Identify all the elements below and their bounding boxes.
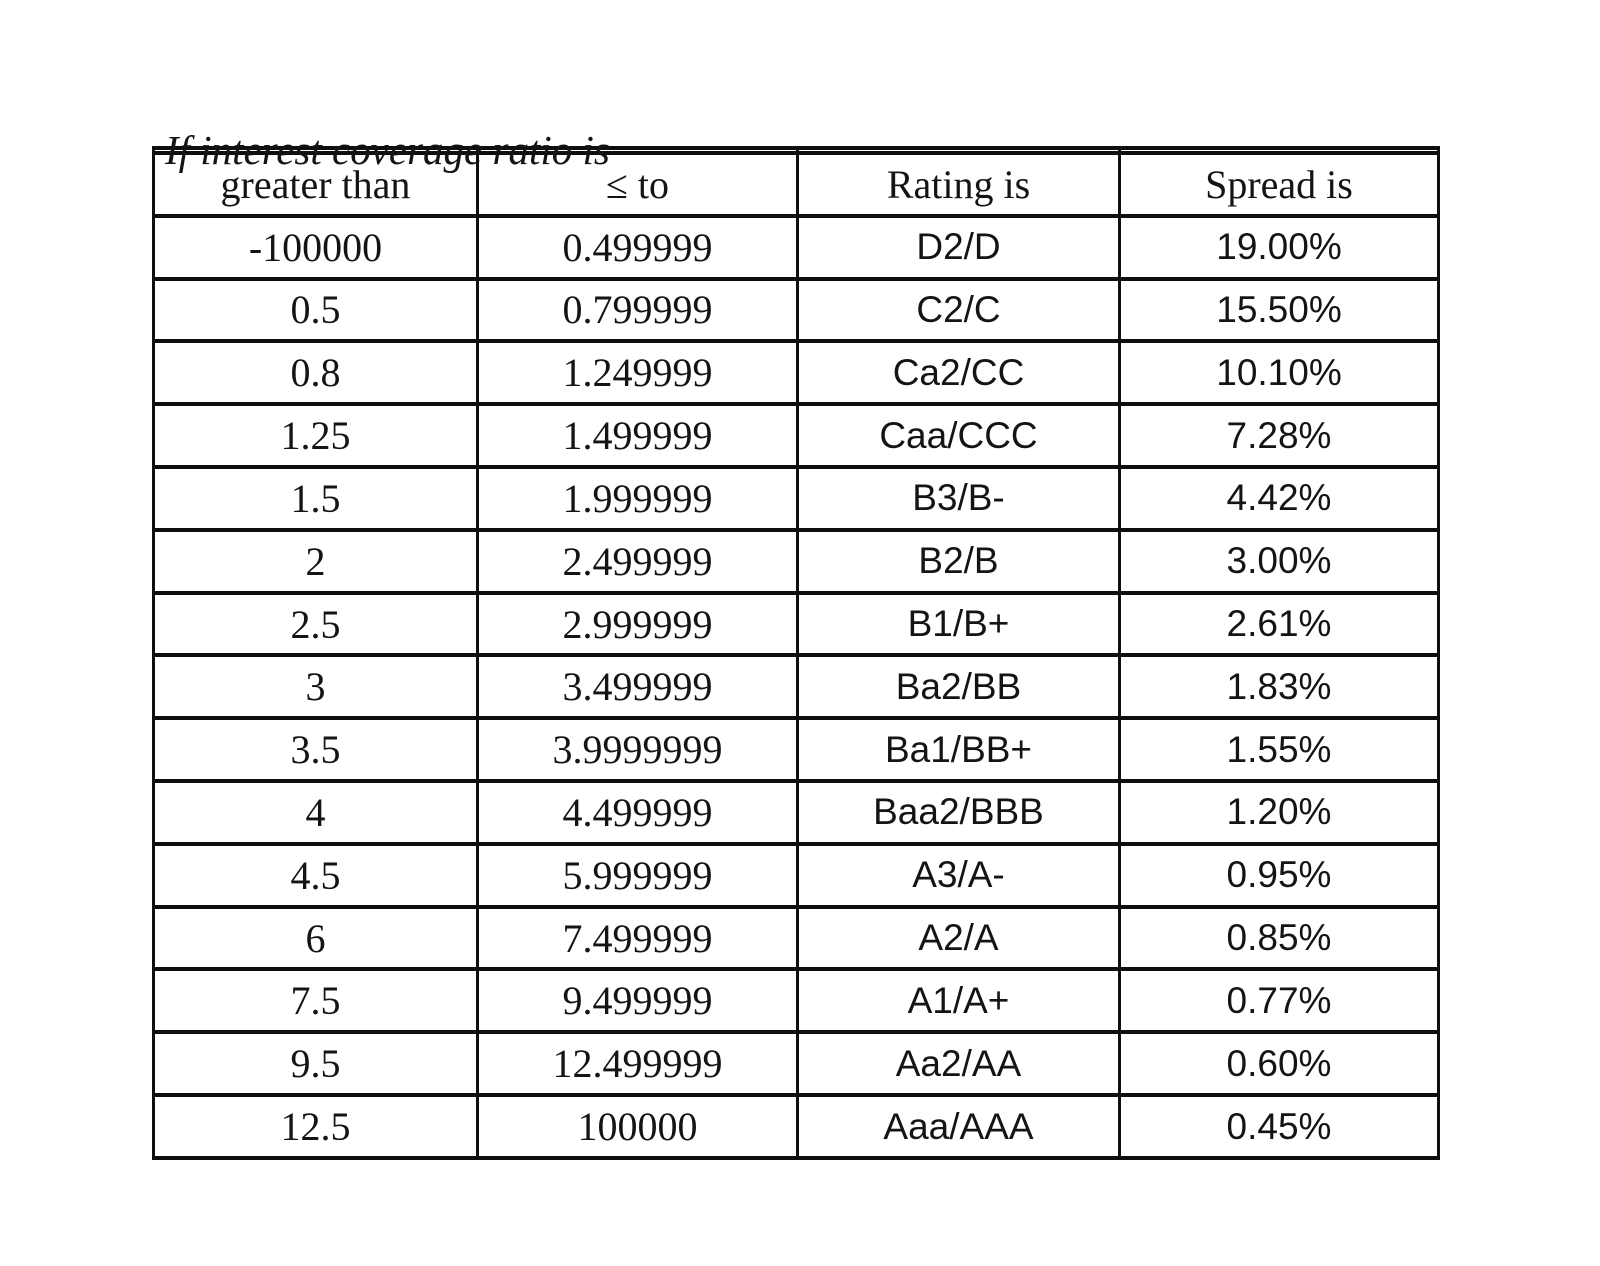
cell-rating: Ca2/CC bbox=[796, 339, 1121, 407]
table-row: 3 3.499999 Ba2/BB 1.83% bbox=[152, 653, 1440, 721]
interest-coverage-rating-spread-table: If interest coverage ratio is greater th… bbox=[152, 127, 1440, 1160]
cell-rating: Aa2/AA bbox=[796, 1030, 1121, 1098]
cell-rating: B3/B- bbox=[796, 464, 1121, 532]
header-spread-is: Spread is bbox=[1118, 150, 1440, 218]
table-row: 3.5 3.9999999 Ba1/BB+ 1.55% bbox=[152, 716, 1440, 784]
cell-less-equal-to: 7.499999 bbox=[476, 904, 799, 972]
cell-rating: Baa2/BBB bbox=[796, 779, 1121, 846]
cell-spread: 15.50% bbox=[1118, 276, 1440, 344]
cell-spread: 1.20% bbox=[1118, 779, 1440, 846]
header-rating-is: Rating is bbox=[796, 150, 1121, 218]
table-title-row: If interest coverage ratio is bbox=[152, 127, 1440, 173]
cell-spread: 0.60% bbox=[1118, 1030, 1440, 1098]
cell-less-equal-to: 5.999999 bbox=[476, 841, 799, 909]
cell-greater-than: 1.25 bbox=[152, 402, 479, 469]
table-row: 6 7.499999 A2/A 0.85% bbox=[152, 904, 1440, 972]
cell-greater-than: -100000 bbox=[152, 213, 479, 281]
cell-greater-than: 1.5 bbox=[152, 464, 479, 532]
cell-less-equal-to: 1.499999 bbox=[476, 402, 799, 469]
cell-spread: 19.00% bbox=[1118, 213, 1440, 281]
cell-less-equal-to: 4.499999 bbox=[476, 779, 799, 846]
cell-greater-than: 7.5 bbox=[152, 967, 479, 1035]
empty-cell bbox=[796, 146, 1121, 155]
cell-rating: Ba2/BB bbox=[796, 653, 1121, 721]
cell-less-equal-to: 0.499999 bbox=[476, 213, 799, 281]
header-greater-than: greater than bbox=[152, 150, 479, 218]
cell-rating: C2/C bbox=[796, 276, 1121, 344]
header-less-equal-to: ≤ to bbox=[476, 150, 799, 218]
cell-rating: D2/D bbox=[796, 213, 1121, 281]
table-row: 1.25 1.499999 Caa/CCC 7.28% bbox=[152, 402, 1440, 469]
cell-spread: 10.10% bbox=[1118, 339, 1440, 407]
cell-less-equal-to: 1.999999 bbox=[476, 464, 799, 532]
empty-cell bbox=[1118, 146, 1440, 155]
table-row: 9.5 12.499999 Aa2/AA 0.60% bbox=[152, 1030, 1440, 1098]
cell-less-equal-to: 9.499999 bbox=[476, 967, 799, 1035]
cell-spread: 1.83% bbox=[1118, 653, 1440, 721]
table-row: 2 2.499999 B2/B 3.00% bbox=[152, 527, 1440, 595]
cell-greater-than: 6 bbox=[152, 904, 479, 972]
cell-greater-than: 3 bbox=[152, 653, 479, 721]
cell-greater-than: 3.5 bbox=[152, 716, 479, 784]
cell-rating: B2/B bbox=[796, 527, 1121, 595]
cell-spread: 0.45% bbox=[1118, 1093, 1440, 1160]
cell-less-equal-to: 0.799999 bbox=[476, 276, 799, 344]
cell-spread: 3.00% bbox=[1118, 527, 1440, 595]
cell-greater-than: 9.5 bbox=[152, 1030, 479, 1098]
cell-greater-than: 0.8 bbox=[152, 339, 479, 407]
cell-rating: Caa/CCC bbox=[796, 402, 1121, 469]
cell-less-equal-to: 100000 bbox=[476, 1093, 799, 1160]
table-row: 1.5 1.999999 B3/B- 4.42% bbox=[152, 464, 1440, 532]
table-row: 4.5 5.999999 A3/A- 0.95% bbox=[152, 841, 1440, 909]
cell-rating: Aaa/AAA bbox=[796, 1093, 1121, 1160]
cell-spread: 1.55% bbox=[1118, 716, 1440, 784]
cell-greater-than: 2 bbox=[152, 527, 479, 595]
table-title: If interest coverage ratio is bbox=[165, 127, 610, 174]
cell-less-equal-to: 12.499999 bbox=[476, 1030, 799, 1098]
cell-less-equal-to: 2.999999 bbox=[476, 590, 799, 658]
cell-greater-than: 4 bbox=[152, 779, 479, 846]
cell-spread: 2.61% bbox=[1118, 590, 1440, 658]
cell-greater-than: 4.5 bbox=[152, 841, 479, 909]
cell-spread: 4.42% bbox=[1118, 464, 1440, 532]
table-row: 7.5 9.499999 A1/A+ 0.77% bbox=[152, 967, 1440, 1035]
cell-rating: A3/A- bbox=[796, 841, 1121, 909]
empty-cell bbox=[476, 146, 799, 155]
cell-rating: Ba1/BB+ bbox=[796, 716, 1121, 784]
cell-less-equal-to: 3.499999 bbox=[476, 653, 799, 721]
cell-spread: 7.28% bbox=[1118, 402, 1440, 469]
cell-less-equal-to: 1.249999 bbox=[476, 339, 799, 407]
cell-spread: 0.95% bbox=[1118, 841, 1440, 909]
cell-spread: 0.85% bbox=[1118, 904, 1440, 972]
cell-spread: 0.77% bbox=[1118, 967, 1440, 1035]
cell-greater-than: 0.5 bbox=[152, 276, 479, 344]
table-row: 0.5 0.799999 C2/C 15.50% bbox=[152, 276, 1440, 344]
table-header-row: greater than ≤ to Rating is Spread is bbox=[152, 150, 1440, 218]
table-row: 12.5 100000 Aaa/AAA 0.45% bbox=[152, 1093, 1440, 1160]
cell-greater-than: 12.5 bbox=[152, 1093, 479, 1160]
cell-rating: A2/A bbox=[796, 904, 1121, 972]
cell-rating: B1/B+ bbox=[796, 590, 1121, 658]
table-row: 0.8 1.249999 Ca2/CC 10.10% bbox=[152, 339, 1440, 407]
table-row: 2.5 2.999999 B1/B+ 2.61% bbox=[152, 590, 1440, 658]
cell-less-equal-to: 3.9999999 bbox=[476, 716, 799, 784]
cell-less-equal-to: 2.499999 bbox=[476, 527, 799, 595]
cell-greater-than: 2.5 bbox=[152, 590, 479, 658]
table-row: 4 4.499999 Baa2/BBB 1.20% bbox=[152, 779, 1440, 846]
table-row: -100000 0.499999 D2/D 19.00% bbox=[152, 213, 1440, 281]
cell-rating: A1/A+ bbox=[796, 967, 1121, 1035]
table-title-cell: If interest coverage ratio is bbox=[152, 127, 610, 173]
